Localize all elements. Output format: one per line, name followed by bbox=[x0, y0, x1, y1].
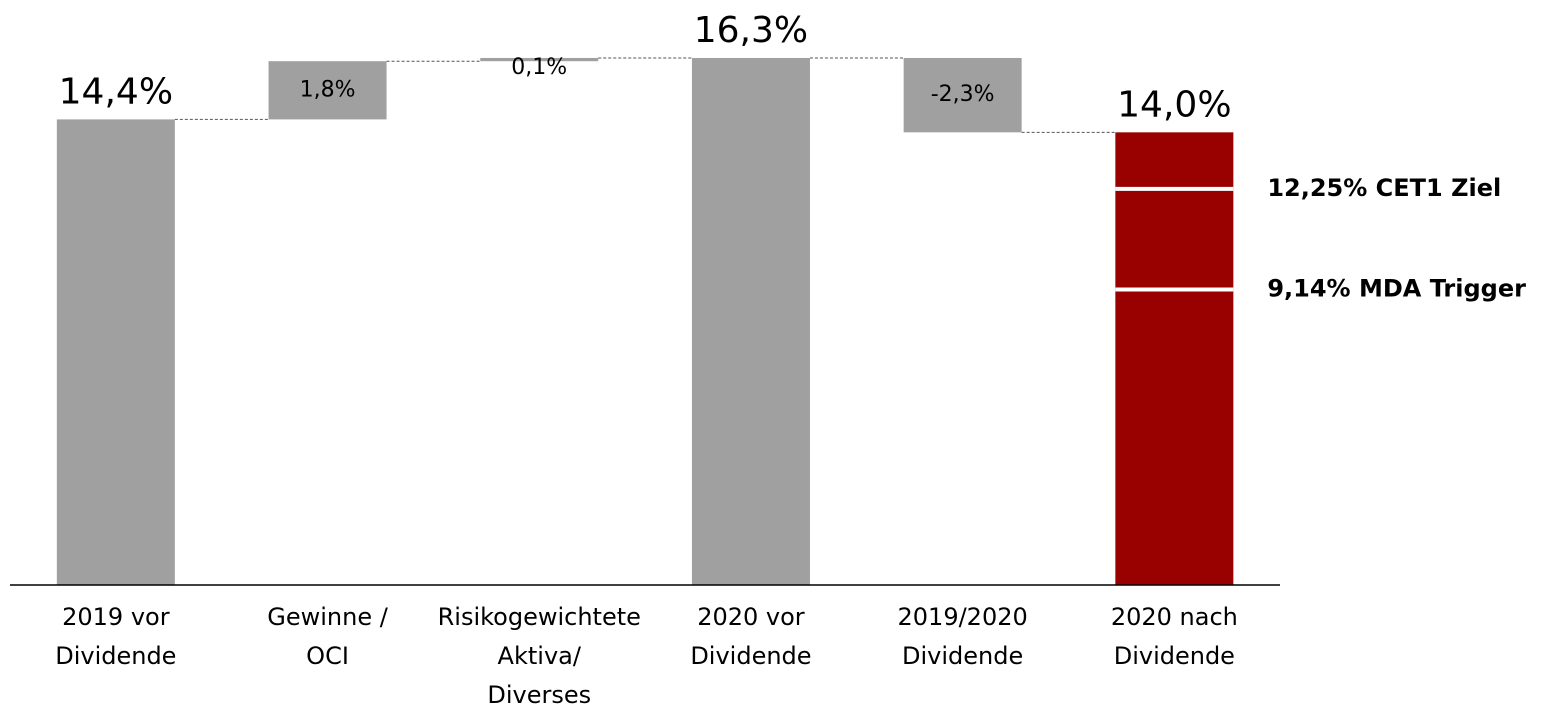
bar bbox=[480, 57, 599, 62]
value-label: 14,0% bbox=[1117, 84, 1231, 125]
value-label: 0,1% bbox=[511, 55, 567, 80]
x-tick-label: Aktiva/ bbox=[498, 642, 582, 670]
x-tick-label: Diverses bbox=[487, 681, 591, 707]
x-tick-label: Dividende bbox=[902, 642, 1023, 670]
x-tick-label: Gewinne / bbox=[267, 603, 388, 631]
x-tick-label: Dividende bbox=[1114, 642, 1235, 670]
x-tick-label: Risikogewichtete bbox=[438, 603, 641, 631]
bar bbox=[691, 57, 810, 585]
x-tick-label: OCI bbox=[306, 642, 349, 670]
reference-label: 12,25% CET1 Ziel bbox=[1267, 174, 1501, 202]
value-label: 1,8% bbox=[300, 77, 356, 102]
value-label: -2,3% bbox=[931, 82, 995, 107]
value-label: 14,4% bbox=[59, 71, 173, 112]
reference-label: 9,14% MDA Trigger bbox=[1267, 274, 1526, 302]
x-tick-label: Dividende bbox=[690, 642, 811, 670]
value-label: 16,3% bbox=[694, 10, 808, 51]
bar bbox=[268, 61, 387, 120]
bar bbox=[56, 119, 175, 586]
bar bbox=[1115, 132, 1234, 586]
x-tick-label: 2019 vor bbox=[62, 603, 170, 631]
bar bbox=[903, 57, 1022, 133]
x-tick-label: Dividende bbox=[55, 642, 176, 670]
x-tick-label: 2020 vor bbox=[697, 603, 805, 631]
x-tick-label: 2019/2020 bbox=[898, 603, 1028, 631]
x-tick-label: 2020 nach bbox=[1111, 603, 1238, 631]
